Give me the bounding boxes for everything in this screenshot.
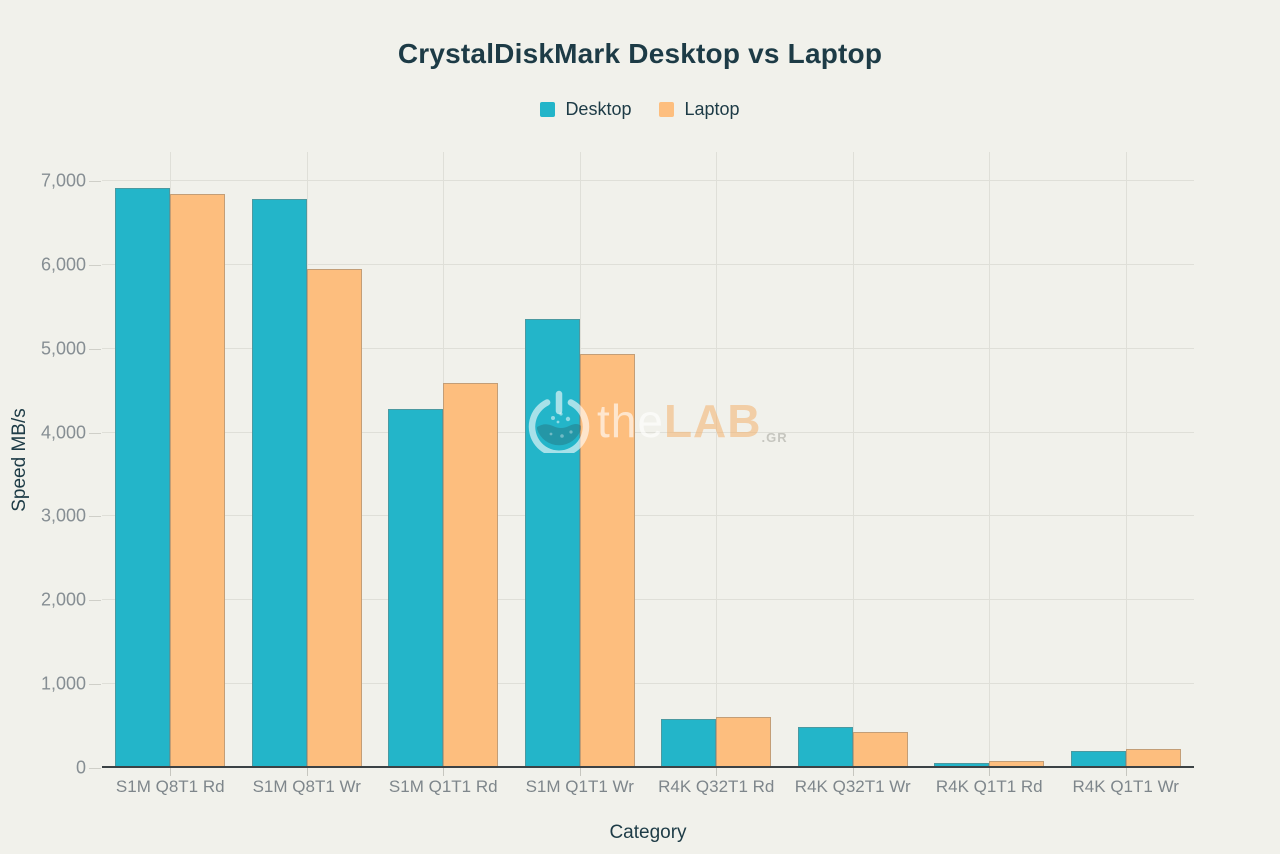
x-axis-title: Category (609, 822, 687, 843)
y-tick-4000 (89, 432, 101, 434)
bar-laptop-r4k-q32t1-rd[interactable] (716, 716, 772, 768)
chart-title: CrystalDiskMark Desktop vs Laptop (397, 38, 883, 69)
x-tick-r4k-q1t1-rd (989, 768, 991, 776)
x-tick-label-r4k-q1t1-wr: R4K Q1T1 Wr (1072, 777, 1179, 796)
y-tick-label-7000: 7,000 (40, 170, 86, 191)
gridline-h-2000 (102, 599, 1194, 601)
x-tick-label-s1m-q1t1-wr: S1M Q1T1 Wr (525, 777, 634, 796)
x-tick-label-r4k-q1t1-rd: R4K Q1T1 Rd (935, 777, 1043, 796)
bar-laptop-s1m-q1t1-rd[interactable] (443, 383, 499, 768)
y-tick-label-5000: 5,000 (40, 338, 86, 359)
gridline-v-r4k-q1t1-wr (1125, 152, 1127, 768)
x-tick-s1m-q1t1-wr (579, 768, 581, 776)
x-tick-r4k-q1t1-wr (1125, 768, 1127, 776)
bar-desktop-r4k-q1t1-wr[interactable] (1070, 750, 1126, 768)
x-tick-s1m-q1t1-rd (443, 768, 445, 776)
legend: Desktop Laptop (0, 99, 1280, 120)
legend-item-desktop[interactable]: Desktop (540, 99, 631, 120)
bar-laptop-s1m-q8t1-wr[interactable] (306, 269, 362, 768)
gridline-h-5000 (102, 347, 1194, 349)
legend-label-desktop: Desktop (565, 99, 632, 119)
gridline-v-r4k-q32t1-rd (716, 152, 718, 768)
gridline-h-7000 (102, 180, 1194, 181)
bar-desktop-r4k-q32t1-rd[interactable] (661, 718, 717, 768)
y-tick-7000 (89, 181, 101, 182)
gridline-h-1000 (102, 683, 1194, 685)
bar-desktop-r4k-q1t1-rd[interactable] (934, 763, 990, 768)
bar-laptop-r4k-q32t1-wr[interactable] (852, 731, 908, 768)
x-tick-s1m-q8t1-rd (170, 768, 172, 776)
x-tick-label-s1m-q8t1-wr: S1M Q8T1 Wr (252, 777, 361, 796)
bar-laptop-s1m-q1t1-wr[interactable] (579, 353, 635, 768)
y-tick-1000 (89, 684, 101, 686)
gridline-v-r4k-q32t1-wr (852, 152, 854, 768)
y-tick-label-3000: 3,000 (40, 505, 86, 526)
bar-desktop-s1m-q1t1-rd[interactable] (388, 409, 444, 768)
x-axis-baseline (102, 766, 1194, 768)
x-tick-r4k-q32t1-rd (716, 768, 718, 776)
x-tick-label-r4k-q32t1-rd: R4K Q32T1 Rd (658, 777, 775, 796)
x-tick-label-s1m-q8t1-rd: S1M Q8T1 Rd (115, 777, 225, 796)
gridline-h-3000 (102, 515, 1194, 517)
legend-swatch-desktop (540, 102, 556, 117)
y-tick-label-6000: 6,000 (40, 254, 86, 275)
y-tick-label-2000: 2,000 (40, 589, 86, 610)
legend-swatch-laptop (659, 102, 675, 117)
x-tick-label-r4k-q32t1-wr: R4K Q32T1 Wr (794, 777, 911, 796)
bar-laptop-r4k-q1t1-wr[interactable] (1125, 749, 1181, 768)
bar-desktop-r4k-q32t1-wr[interactable] (797, 727, 853, 768)
x-tick-label-s1m-q1t1-rd: S1M Q1T1 Rd (388, 777, 498, 796)
y-tick-label-0: 0 (75, 757, 86, 778)
bar-laptop-r4k-q1t1-rd[interactable] (989, 760, 1045, 768)
legend-label-laptop: Laptop (684, 99, 740, 119)
y-tick-label-4000: 4,000 (40, 422, 86, 443)
gridline-v-r4k-q1t1-rd (989, 152, 991, 768)
y-tick-2000 (89, 600, 101, 602)
bar-desktop-s1m-q1t1-wr[interactable] (524, 318, 580, 768)
legend-item-laptop[interactable]: Laptop (659, 99, 740, 120)
y-tick-6000 (89, 264, 101, 266)
y-tick-3000 (89, 516, 101, 518)
plot-area (102, 152, 1194, 776)
gridline-h-6000 (102, 263, 1194, 265)
gridline-h-4000 (102, 431, 1194, 433)
bar-desktop-s1m-q8t1-wr[interactable] (251, 199, 307, 768)
bar-desktop-s1m-q8t1-rd[interactable] (115, 187, 171, 768)
y-tick-label-1000: 1,000 (40, 673, 86, 694)
x-tick-s1m-q8t1-wr (306, 768, 308, 776)
y-tick-0 (89, 768, 101, 769)
y-tick-5000 (89, 348, 101, 350)
bar-laptop-s1m-q8t1-rd[interactable] (170, 194, 226, 768)
x-tick-r4k-q32t1-wr (852, 768, 854, 776)
